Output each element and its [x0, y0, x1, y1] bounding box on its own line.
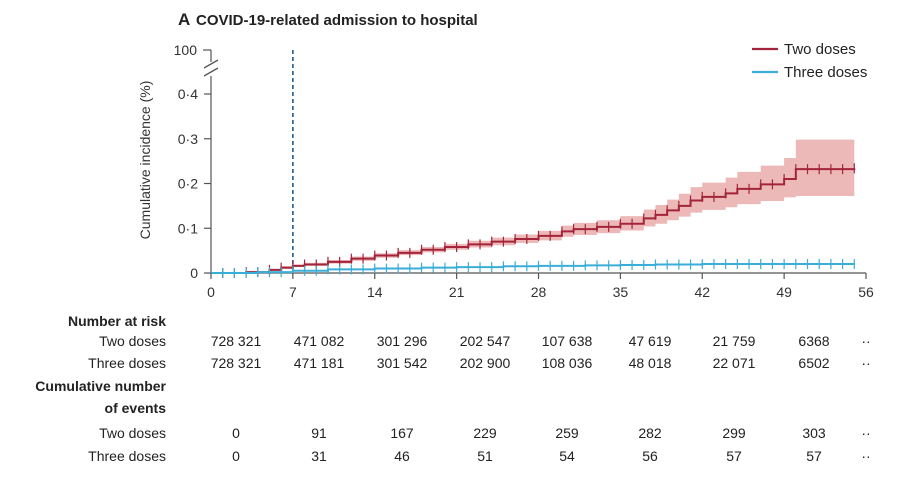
chart-title: COVID-19-related admission to hospital [196, 12, 478, 29]
table-cell: 303 [802, 425, 826, 441]
table-cell: 21 759 [713, 333, 756, 349]
table-cell: 301 542 [377, 355, 428, 371]
axis-break-mark [203, 67, 219, 77]
table-cell: 301 296 [377, 333, 428, 349]
x-tick-label: 49 [776, 284, 792, 300]
table-cell: 48 018 [629, 355, 672, 371]
x-tick-label: 7 [289, 284, 297, 300]
table-cell: 46 [394, 448, 410, 464]
table-cell: 728 321 [211, 333, 262, 349]
table-cell: 47 619 [629, 333, 672, 349]
y-tick-label: 0 [190, 265, 198, 281]
y-axis-label: Cumulative incidence (%) [137, 81, 153, 240]
table-cell: 54 [559, 448, 575, 464]
table-cells: 728 321 471 082 301 296 202 547 107 638 47 61… [211, 333, 871, 464]
axis-break-mark [203, 59, 219, 69]
table-cell: 51 [477, 448, 493, 464]
table-cell: 108 036 [542, 355, 593, 371]
y-tick-label-100: 100 [174, 42, 198, 58]
x-tick-label: 14 [367, 284, 383, 300]
y-tick-label: 0·2 [178, 176, 198, 192]
table-cell: 56 [642, 448, 658, 464]
table-cell: ·· [861, 448, 870, 464]
x-tick-label: 28 [531, 284, 547, 300]
table-cell: 91 [311, 425, 327, 441]
risk-table: Number at risk Two doses Three doses Cum… [35, 313, 870, 464]
table-cell: 0 [232, 425, 240, 441]
table-cell: 0 [232, 448, 240, 464]
table-cell: 167 [390, 425, 414, 441]
events-row-label-three: Three doses [88, 448, 166, 464]
table-cell: 6502 [798, 355, 829, 371]
table-cell: ·· [861, 425, 870, 441]
table-cell: 299 [722, 425, 746, 441]
confidence-band [211, 137, 855, 273]
table-cell: 471 082 [294, 333, 345, 349]
table-cell: 728 321 [211, 355, 262, 371]
events-heading-line2: of events [105, 400, 167, 416]
table-cell: 202 900 [460, 355, 511, 371]
table-cell: 259 [555, 425, 579, 441]
table-cell: 57 [726, 448, 742, 464]
two-doses-ci-band [211, 137, 855, 273]
legend-label-two-doses: Two doses [784, 41, 856, 58]
x-tick-label: 35 [613, 284, 629, 300]
x-tick-label: 56 [858, 284, 874, 300]
panel-letter: A [178, 10, 190, 29]
events-heading-line1: Cumulative number [35, 378, 166, 394]
risk-row-label-three: Three doses [88, 355, 166, 371]
y-ticks: 0 0·1 0·2 0·3 0·4 [178, 86, 211, 281]
series-group [211, 163, 856, 278]
table-cell: 202 547 [460, 333, 511, 349]
table-cell: ·· [861, 333, 870, 349]
table-cell: 6368 [798, 333, 829, 349]
events-row-label-two: Two doses [99, 425, 166, 441]
table-cell: 471 181 [294, 355, 345, 371]
y-tick-label: 0·4 [178, 86, 198, 102]
table-cell: 22 071 [713, 355, 756, 371]
legend-label-three-doses: Three doses [784, 64, 867, 81]
x-tick-label: 0 [207, 284, 215, 300]
x-ticks: 0 7 14 21 28 35 42 49 56 [207, 273, 874, 300]
table-cell: 31 [311, 448, 327, 464]
y-tick-label: 0·1 [178, 220, 198, 236]
table-cell: 282 [638, 425, 662, 441]
number-at-risk-heading: Number at risk [68, 313, 166, 329]
risk-row-label-two: Two doses [99, 333, 166, 349]
x-tick-label: 21 [449, 284, 465, 300]
legend: Two doses Three doses [752, 41, 867, 81]
table-cell: 57 [806, 448, 822, 464]
table-cell: 107 638 [542, 333, 593, 349]
table-cell: ·· [861, 355, 870, 371]
y-tick-label: 0·3 [178, 131, 198, 147]
table-cell: 229 [473, 425, 497, 441]
x-tick-label: 42 [694, 284, 710, 300]
